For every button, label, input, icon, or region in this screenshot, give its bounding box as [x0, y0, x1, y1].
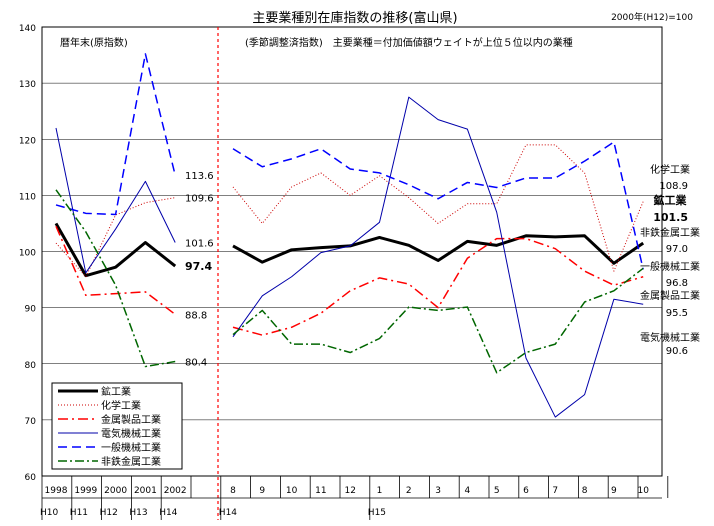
- right-end-value-label: 96.8: [666, 278, 688, 289]
- base-note: 2000年(H12)=100: [611, 11, 693, 23]
- right-series-name: 電気機械工業: [640, 331, 700, 344]
- series-line-right: [232, 144, 644, 272]
- right-end-value-label: 101.5: [653, 211, 688, 224]
- legend-label: 化学工業: [101, 399, 141, 412]
- right-end-value-label: 95.5: [666, 308, 688, 319]
- era-label: H12: [100, 508, 118, 518]
- chart-title: 主要業種別在庫指数の推移(富山県): [252, 10, 457, 26]
- right-series-name: 化学工業: [650, 163, 690, 176]
- left-end-value-label: 113.6: [185, 171, 214, 182]
- x-tick-label: 8: [582, 486, 588, 496]
- right-end-value-label: 90.6: [666, 346, 688, 357]
- y-tick-label: 140: [19, 24, 36, 34]
- series-line-left: [55, 53, 176, 216]
- series-line-left: [55, 127, 176, 274]
- legend-label: 非鉄金属工業: [101, 455, 161, 468]
- left-end-value-label: 101.6: [185, 239, 214, 250]
- y-tick-label: 60: [25, 473, 37, 483]
- era-label: H14: [219, 508, 237, 518]
- left-end-value-label: 88.8: [185, 310, 207, 321]
- y-tick-label: 100: [19, 249, 36, 259]
- x-tick-label: 2001: [134, 486, 157, 496]
- x-tick-label: 9: [259, 486, 265, 496]
- series-line-left: [55, 225, 176, 315]
- series-line-left: [55, 189, 176, 368]
- legend-label: 金属製品工業: [101, 413, 161, 426]
- right-series-name: 一般機械工業: [640, 260, 700, 273]
- x-tick-label: 7: [552, 486, 558, 496]
- y-tick-label: 90: [25, 305, 37, 315]
- y-tick-label: 110: [19, 192, 36, 202]
- era-label: H11: [70, 508, 88, 518]
- legend-box: [51, 382, 183, 470]
- plot-frame: [41, 26, 663, 477]
- y-tick-label: 70: [25, 417, 37, 427]
- x-tick-label: 10: [286, 486, 298, 496]
- series-line-left: [54, 222, 177, 278]
- x-tick-label: 2002: [164, 486, 187, 496]
- series-line-right: [232, 96, 644, 418]
- era-label: H14: [159, 508, 177, 518]
- x-tick-label: 8: [230, 486, 236, 496]
- x-tick-label: 3: [435, 486, 441, 496]
- x-tick-label: 6: [523, 486, 529, 496]
- x-tick-label: 1998: [45, 486, 68, 496]
- x-tick-label: 1: [377, 486, 383, 496]
- series-lines: [54, 53, 645, 418]
- right-end-value-label: 97.0: [666, 244, 688, 255]
- right-end-value-label: 108.9: [659, 181, 688, 192]
- right-series-name: 鉱工業: [654, 193, 688, 207]
- x-tick-label: 2000: [104, 486, 127, 496]
- series-line-right: [232, 234, 645, 265]
- y-tick-label: 80: [25, 361, 37, 371]
- right-series-name: 金属製品工業: [640, 289, 700, 302]
- grid: [42, 82, 662, 421]
- x-tick-label: 2: [406, 486, 412, 496]
- x-tick-label: 11: [315, 486, 326, 496]
- left-panel-note: 暦年末(原指数): [60, 36, 128, 49]
- x-tick-label: 9: [611, 486, 617, 496]
- left-end-value-label: 109.6: [185, 194, 214, 205]
- series-line-right: [232, 141, 644, 270]
- x-tick-label: 1999: [74, 486, 97, 496]
- legend-label: 鉱工業: [101, 385, 131, 398]
- x-tick-label: 4: [465, 486, 471, 496]
- legend-label: 一般機械工業: [101, 441, 161, 454]
- legend-label: 電気機械工業: [101, 427, 161, 440]
- right-panel-note: (季節調整済指数) 主要業種＝付加価値額ウェイトが上位５位以内の業種: [245, 36, 573, 49]
- series-line-right: [232, 267, 644, 374]
- x-tick-label: 5: [494, 486, 500, 496]
- left-end-value-label: 80.4: [185, 358, 207, 369]
- era-label: H10: [40, 508, 58, 518]
- series-labels: 97.4 109.6 88.8 101.6 113.6 80.4 鉱工業 101.5 化学工業 1…: [185, 163, 700, 369]
- right-series-name: 非鉄金属工業: [640, 226, 700, 239]
- era-label: H15: [368, 508, 386, 518]
- left-end-value-label: 97.4: [185, 260, 212, 273]
- era-label: H13: [129, 508, 147, 518]
- y-tick-label: 120: [19, 136, 36, 146]
- series-line-right: [232, 237, 644, 336]
- x-tick-label: 12: [344, 486, 355, 496]
- y-tick-label: 130: [19, 80, 36, 90]
- x-tick-label: 10: [637, 486, 649, 496]
